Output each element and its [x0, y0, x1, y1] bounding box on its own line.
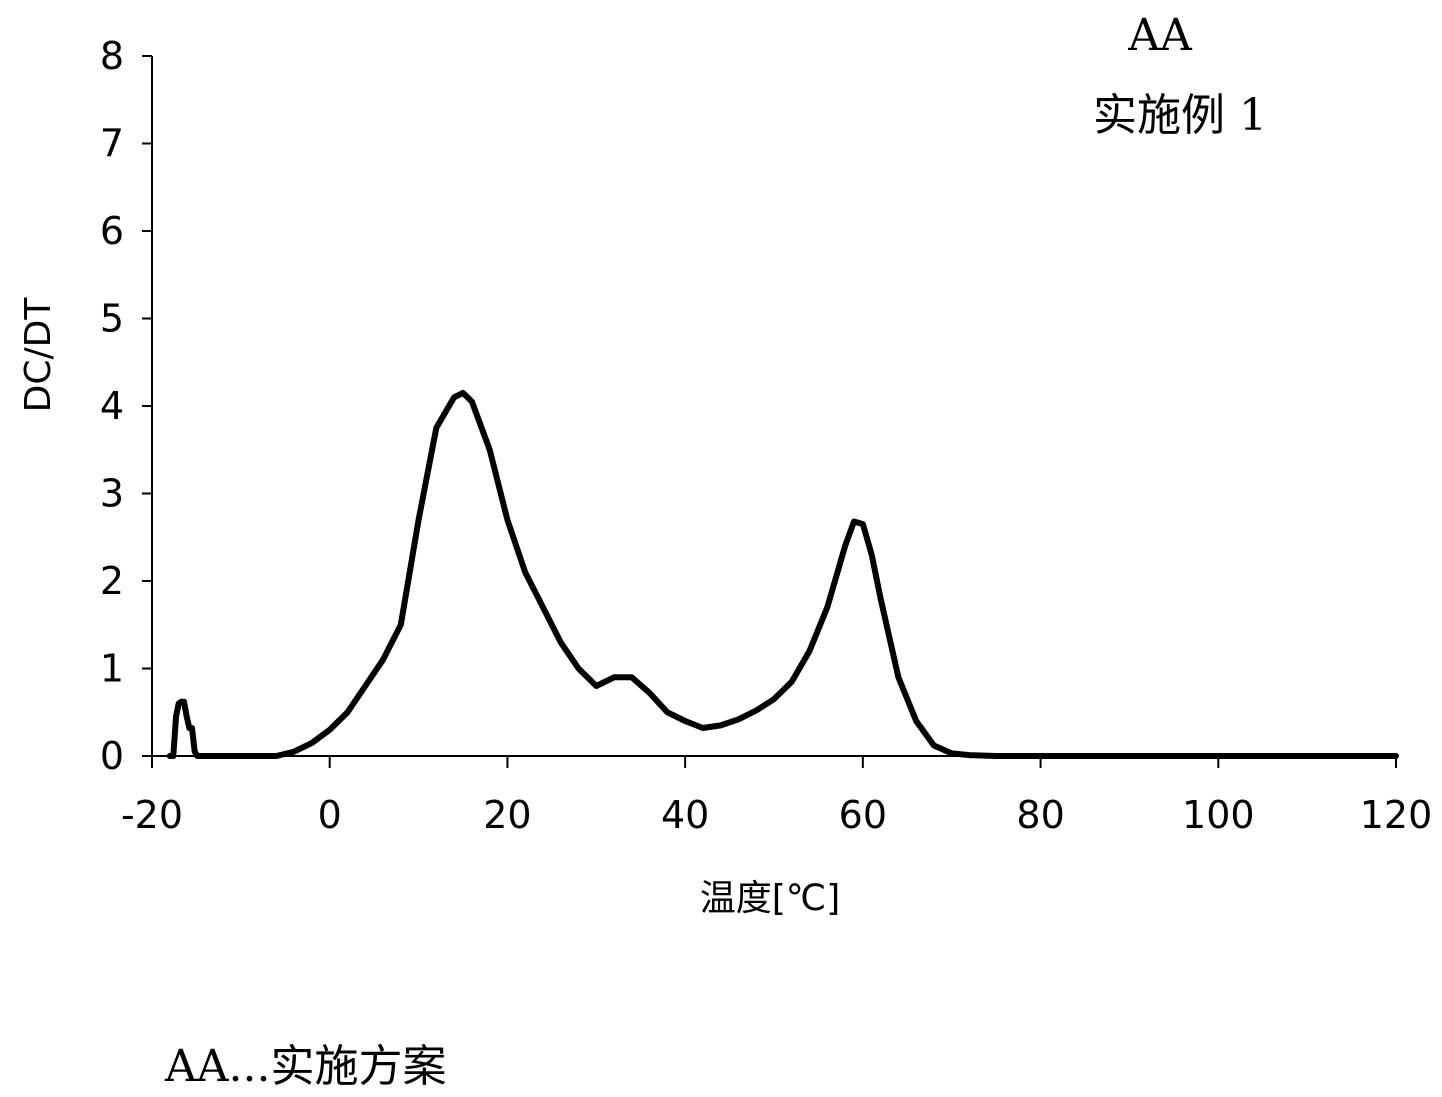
y-tick-label: 8	[100, 34, 124, 78]
y-tick-label: 2	[100, 559, 124, 603]
series-group	[170, 393, 1396, 756]
x-tick-label: 60	[839, 793, 887, 837]
x-axis: -20 0 20 40 60 80 100 120	[121, 756, 1432, 837]
footnote: AA...实施方案	[165, 1030, 447, 1094]
x-tick-label: 40	[661, 793, 709, 837]
annotation-line-2: 实施例 1	[1093, 90, 1267, 141]
y-axis: 0 1 2 3 4 5 6 7 8	[100, 34, 152, 778]
y-tick-label: 7	[100, 122, 124, 166]
x-axis-title: 温度[℃]	[700, 878, 841, 919]
x-tick-label: -20	[121, 793, 183, 837]
x-tick-label: 120	[1360, 793, 1433, 837]
x-tick-label: 20	[483, 793, 531, 837]
y-tick-label: 0	[100, 734, 124, 778]
y-tick-label: 5	[100, 297, 124, 341]
y-tick-label: 3	[100, 472, 124, 516]
series-line-0	[170, 393, 1396, 756]
x-tick-label: 80	[1016, 793, 1064, 837]
y-tick-label: 1	[100, 647, 124, 691]
x-tick-label: 0	[318, 793, 342, 837]
x-tick-label: 100	[1182, 793, 1255, 837]
y-tick-label: 6	[100, 209, 124, 253]
y-tick-label: 4	[100, 384, 124, 428]
annotation-line-1: AA	[1127, 10, 1193, 61]
y-axis-title: DC/DT	[18, 297, 59, 413]
